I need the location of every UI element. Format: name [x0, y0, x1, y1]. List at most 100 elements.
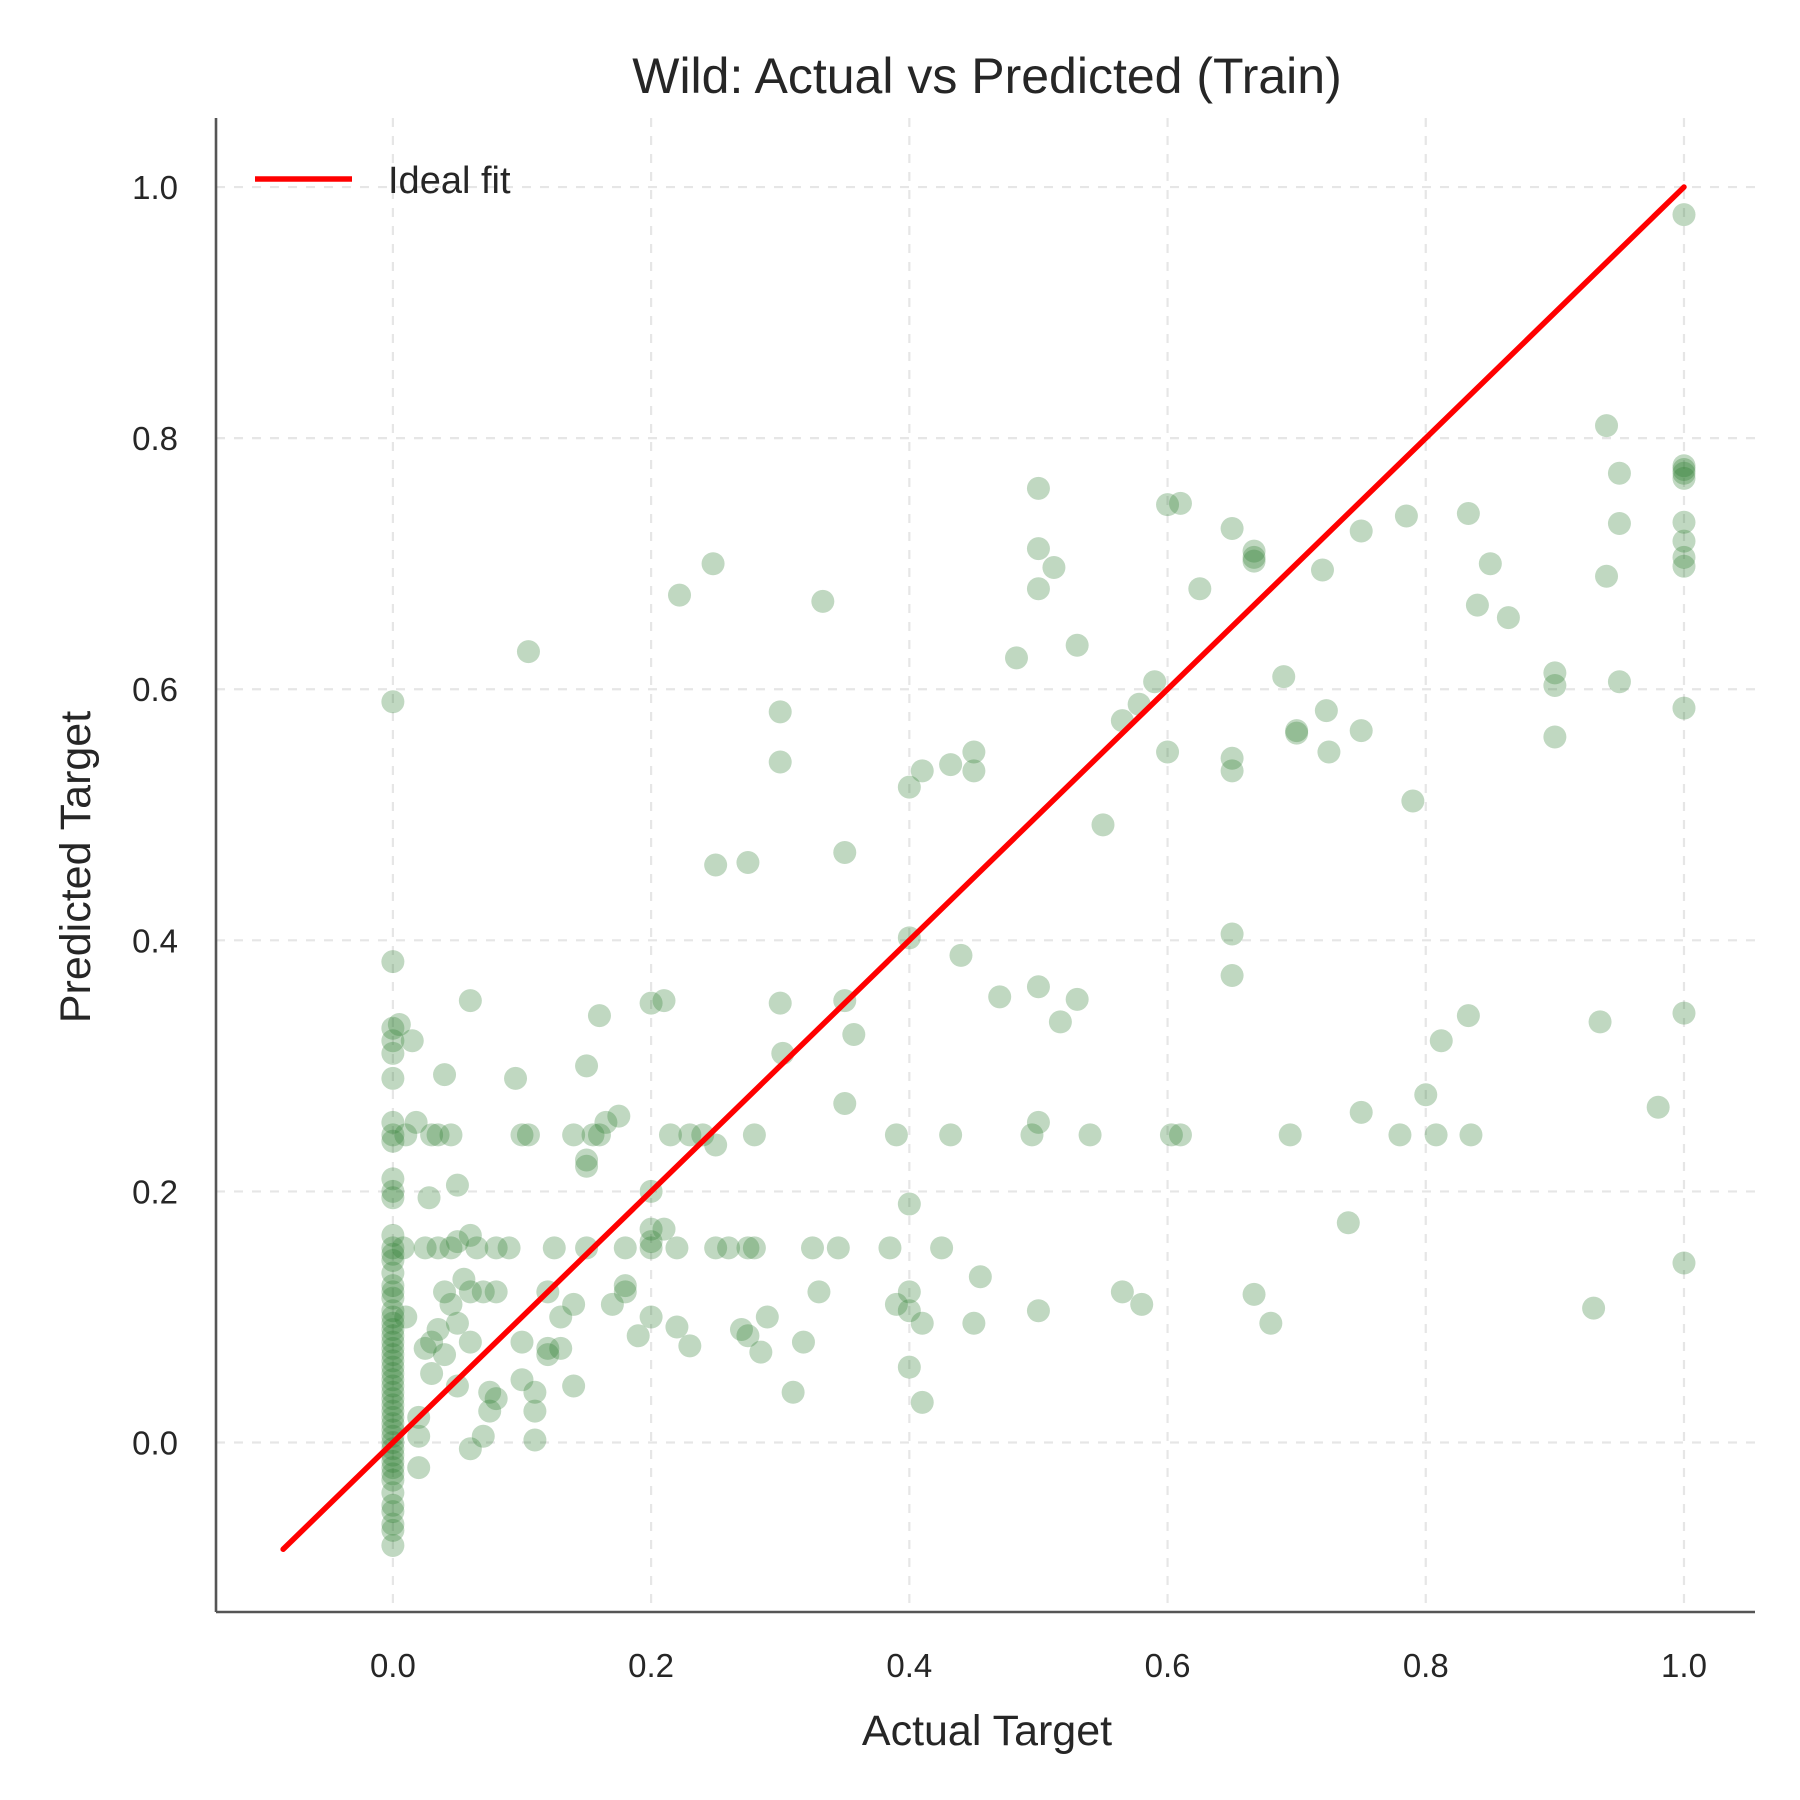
data-point — [742, 1236, 766, 1260]
data-point — [381, 1361, 405, 1385]
data-point — [404, 1110, 428, 1134]
data-point — [452, 1267, 476, 1291]
data-point — [665, 1236, 689, 1260]
data-point — [1314, 699, 1338, 723]
data-point — [549, 1305, 573, 1329]
data-point — [381, 1179, 405, 1203]
data-point — [381, 1318, 405, 1342]
data-point — [910, 1311, 934, 1335]
data-point — [1672, 466, 1696, 490]
data-point — [465, 1236, 489, 1260]
data-point — [701, 552, 725, 576]
data-point — [562, 1374, 586, 1398]
data-point — [549, 1336, 573, 1360]
data-point — [833, 840, 857, 864]
data-points — [381, 203, 1696, 1557]
data-point — [381, 1349, 405, 1373]
ideal-fit-line — [280, 184, 1687, 1552]
data-point — [897, 1280, 921, 1304]
data-point — [1349, 519, 1373, 543]
data-point — [1242, 549, 1266, 573]
data-point — [381, 1299, 405, 1323]
data-point — [1349, 1100, 1373, 1124]
data-point — [988, 985, 1012, 1009]
data-point — [381, 1242, 405, 1266]
data-point — [407, 1424, 431, 1448]
data-point — [1607, 512, 1631, 536]
data-point — [1156, 740, 1180, 764]
data-point — [458, 989, 482, 1013]
data-point — [781, 1380, 805, 1404]
data-point — [1349, 719, 1373, 743]
data-point — [749, 1340, 773, 1364]
data-point — [1220, 922, 1244, 946]
data-point — [800, 1236, 824, 1260]
data-point — [1672, 545, 1696, 569]
data-point — [407, 1456, 431, 1480]
data-point — [717, 1236, 741, 1260]
data-point — [962, 759, 986, 783]
data-point — [575, 1154, 599, 1178]
data-point — [1543, 725, 1567, 749]
data-point — [639, 1217, 663, 1241]
data-point — [523, 1380, 547, 1404]
data-point — [736, 1236, 760, 1260]
data-point — [445, 1230, 469, 1254]
data-point — [1026, 577, 1050, 601]
data-point — [381, 1355, 405, 1379]
data-point — [417, 1186, 441, 1210]
ideal-fit-series — [280, 184, 1687, 1552]
data-point — [381, 1248, 405, 1272]
data-point — [897, 1299, 921, 1323]
data-point — [668, 583, 692, 607]
data-point — [1465, 593, 1489, 617]
data-point — [613, 1280, 637, 1304]
data-point — [1456, 501, 1480, 525]
data-point — [575, 1054, 599, 1078]
legend: Ideal fit — [255, 160, 511, 202]
data-point — [939, 753, 963, 777]
data-point — [939, 1123, 963, 1147]
x-tick-label: 0.0 — [370, 1647, 416, 1684]
data-point — [381, 1336, 405, 1360]
data-point — [1646, 1095, 1670, 1119]
data-point — [1259, 1311, 1283, 1335]
data-point — [1026, 1110, 1050, 1134]
data-point — [811, 589, 835, 613]
data-point — [439, 1236, 463, 1260]
data-point — [878, 1236, 902, 1260]
data-point — [1242, 545, 1266, 569]
data-point — [413, 1236, 437, 1260]
data-point — [607, 1104, 631, 1128]
data-point — [1607, 670, 1631, 694]
data-point — [381, 1236, 405, 1260]
data-point — [755, 1305, 779, 1329]
data-point — [1065, 633, 1089, 657]
data-point — [1026, 537, 1050, 561]
data-point — [1026, 975, 1050, 999]
data-point — [381, 1387, 405, 1411]
data-point — [458, 1223, 482, 1247]
data-point — [884, 1123, 908, 1147]
data-point — [1168, 491, 1192, 515]
data-point — [1048, 1010, 1072, 1034]
data-point — [1607, 461, 1631, 485]
data-point — [1091, 813, 1115, 837]
data-point — [1220, 963, 1244, 987]
data-point — [1543, 661, 1567, 685]
data-point — [962, 1311, 986, 1335]
x-tick-label: 0.6 — [1145, 1647, 1191, 1684]
data-point — [768, 750, 792, 774]
y-tick-label: 0.6 — [132, 671, 178, 708]
data-point — [381, 1481, 405, 1505]
data-point — [600, 1292, 624, 1316]
data-point — [381, 1330, 405, 1354]
data-point — [1020, 1123, 1044, 1147]
data-point — [833, 1092, 857, 1116]
y-axis-label: Predicted Target — [52, 711, 100, 1023]
legend-ideal-fit-label: Ideal fit — [388, 160, 511, 202]
data-point — [626, 1324, 650, 1348]
data-point — [420, 1123, 444, 1147]
data-point — [704, 1133, 728, 1157]
